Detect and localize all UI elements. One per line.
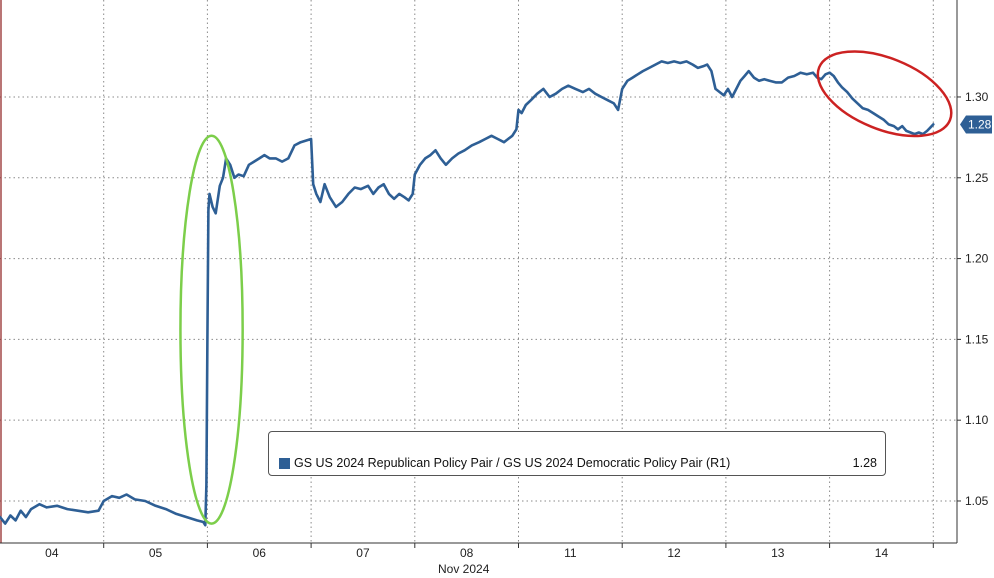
- annotation-ellipse: [816, 50, 953, 138]
- y-tick-label: 1.20: [965, 252, 989, 266]
- legend-swatch: [279, 458, 290, 469]
- legend: GS US 2024 Republican Policy Pair / GS U…: [268, 431, 886, 476]
- y-tick-label: 1.30: [965, 90, 989, 104]
- legend-value: 1.28: [852, 456, 877, 470]
- y-tick-label: 1.05: [965, 494, 989, 508]
- x-tick-label: 12: [667, 546, 681, 560]
- series-line: [0, 60, 935, 527]
- x-tick-label: 04: [45, 546, 59, 560]
- x-tick-label: 08: [460, 546, 474, 560]
- x-tick-label: 11: [564, 546, 577, 560]
- x-tick-label: 13: [771, 546, 785, 560]
- last-value-tag-shape: [960, 115, 992, 134]
- x-tick-label: 07: [356, 546, 370, 560]
- y-axis-ticks: 1.05 1.10 1.15 1.20 1.25 1.30: [957, 90, 989, 508]
- y-tick-label: 1.25: [965, 171, 989, 185]
- last-value-tag: 1.28: [960, 115, 992, 134]
- annotation-ellipse: [179, 134, 244, 525]
- x-tick-label: 06: [253, 546, 267, 560]
- x-axis-ticks: 04 05 06 07 08 11 12 13 14: [45, 543, 934, 560]
- annotation-layer: [179, 50, 953, 525]
- x-tick-label: 14: [875, 546, 889, 560]
- last-value-tag-label: 1.28: [968, 117, 992, 131]
- legend-label: GS US 2024 Republican Policy Pair / GS U…: [294, 456, 731, 470]
- x-tick-label: 05: [149, 546, 163, 560]
- x-axis-title: Nov 2024: [438, 562, 490, 576]
- y-tick-label: 1.15: [965, 332, 989, 346]
- y-tick-label: 1.10: [965, 413, 989, 427]
- series-layer: [0, 60, 935, 527]
